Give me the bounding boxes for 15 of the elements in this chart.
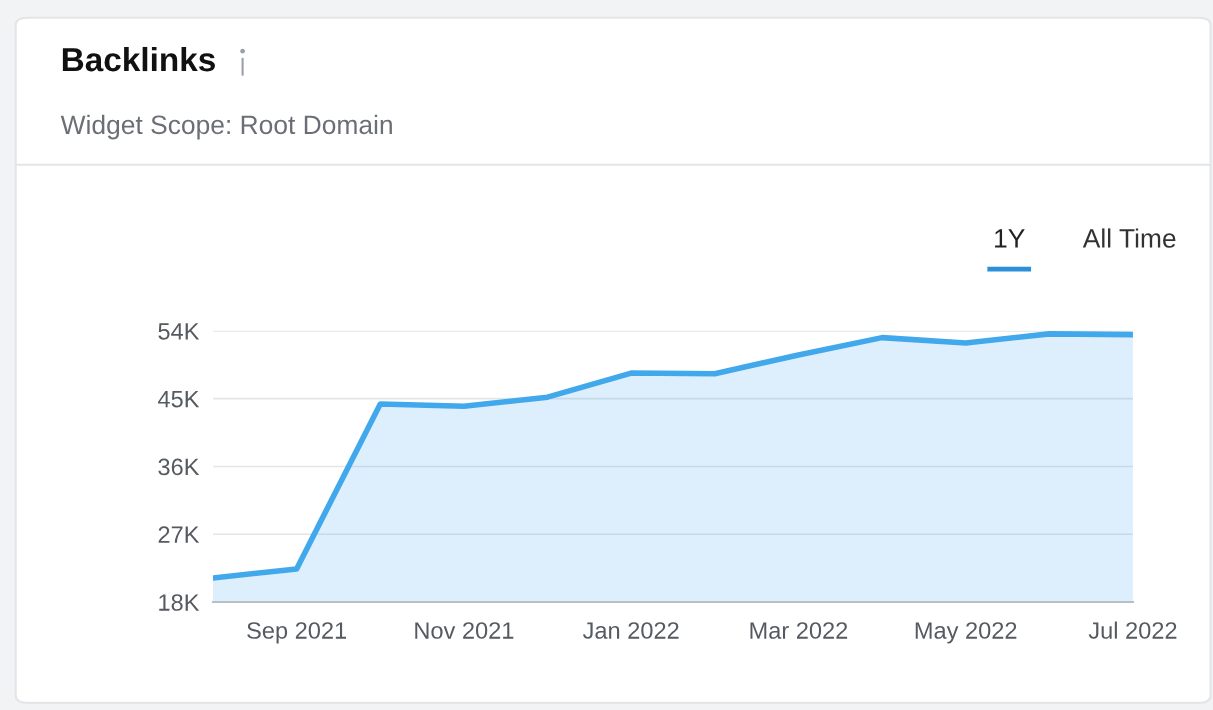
y-tick-label: 18K bbox=[159, 594, 200, 611]
y-tick-label: 54K bbox=[158, 323, 200, 340]
y-tick-label: 36K bbox=[158, 458, 200, 476]
x-tick-label: Jul 2022 bbox=[1088, 621, 1177, 639]
text: 1Y bbox=[995, 229, 1025, 248]
y-tick-label: 27K bbox=[158, 526, 200, 543]
x-tick-label: May 2022 bbox=[915, 622, 1017, 644]
chart-title: Backlinks bbox=[62, 46, 215, 72]
x-tick-label: Nov 2021 bbox=[415, 622, 514, 639]
x-tick-label: Mar 2022 bbox=[750, 622, 848, 639]
x-tick-label: Sep 2021 bbox=[247, 622, 347, 644]
chart-subtitle: Widget Scope: Root Domain bbox=[60, 114, 392, 140]
y-tick-label: 45K bbox=[157, 390, 200, 408]
x-tick-label: Jan 2022 bbox=[582, 622, 679, 639]
text: All Time bbox=[1082, 228, 1176, 248]
